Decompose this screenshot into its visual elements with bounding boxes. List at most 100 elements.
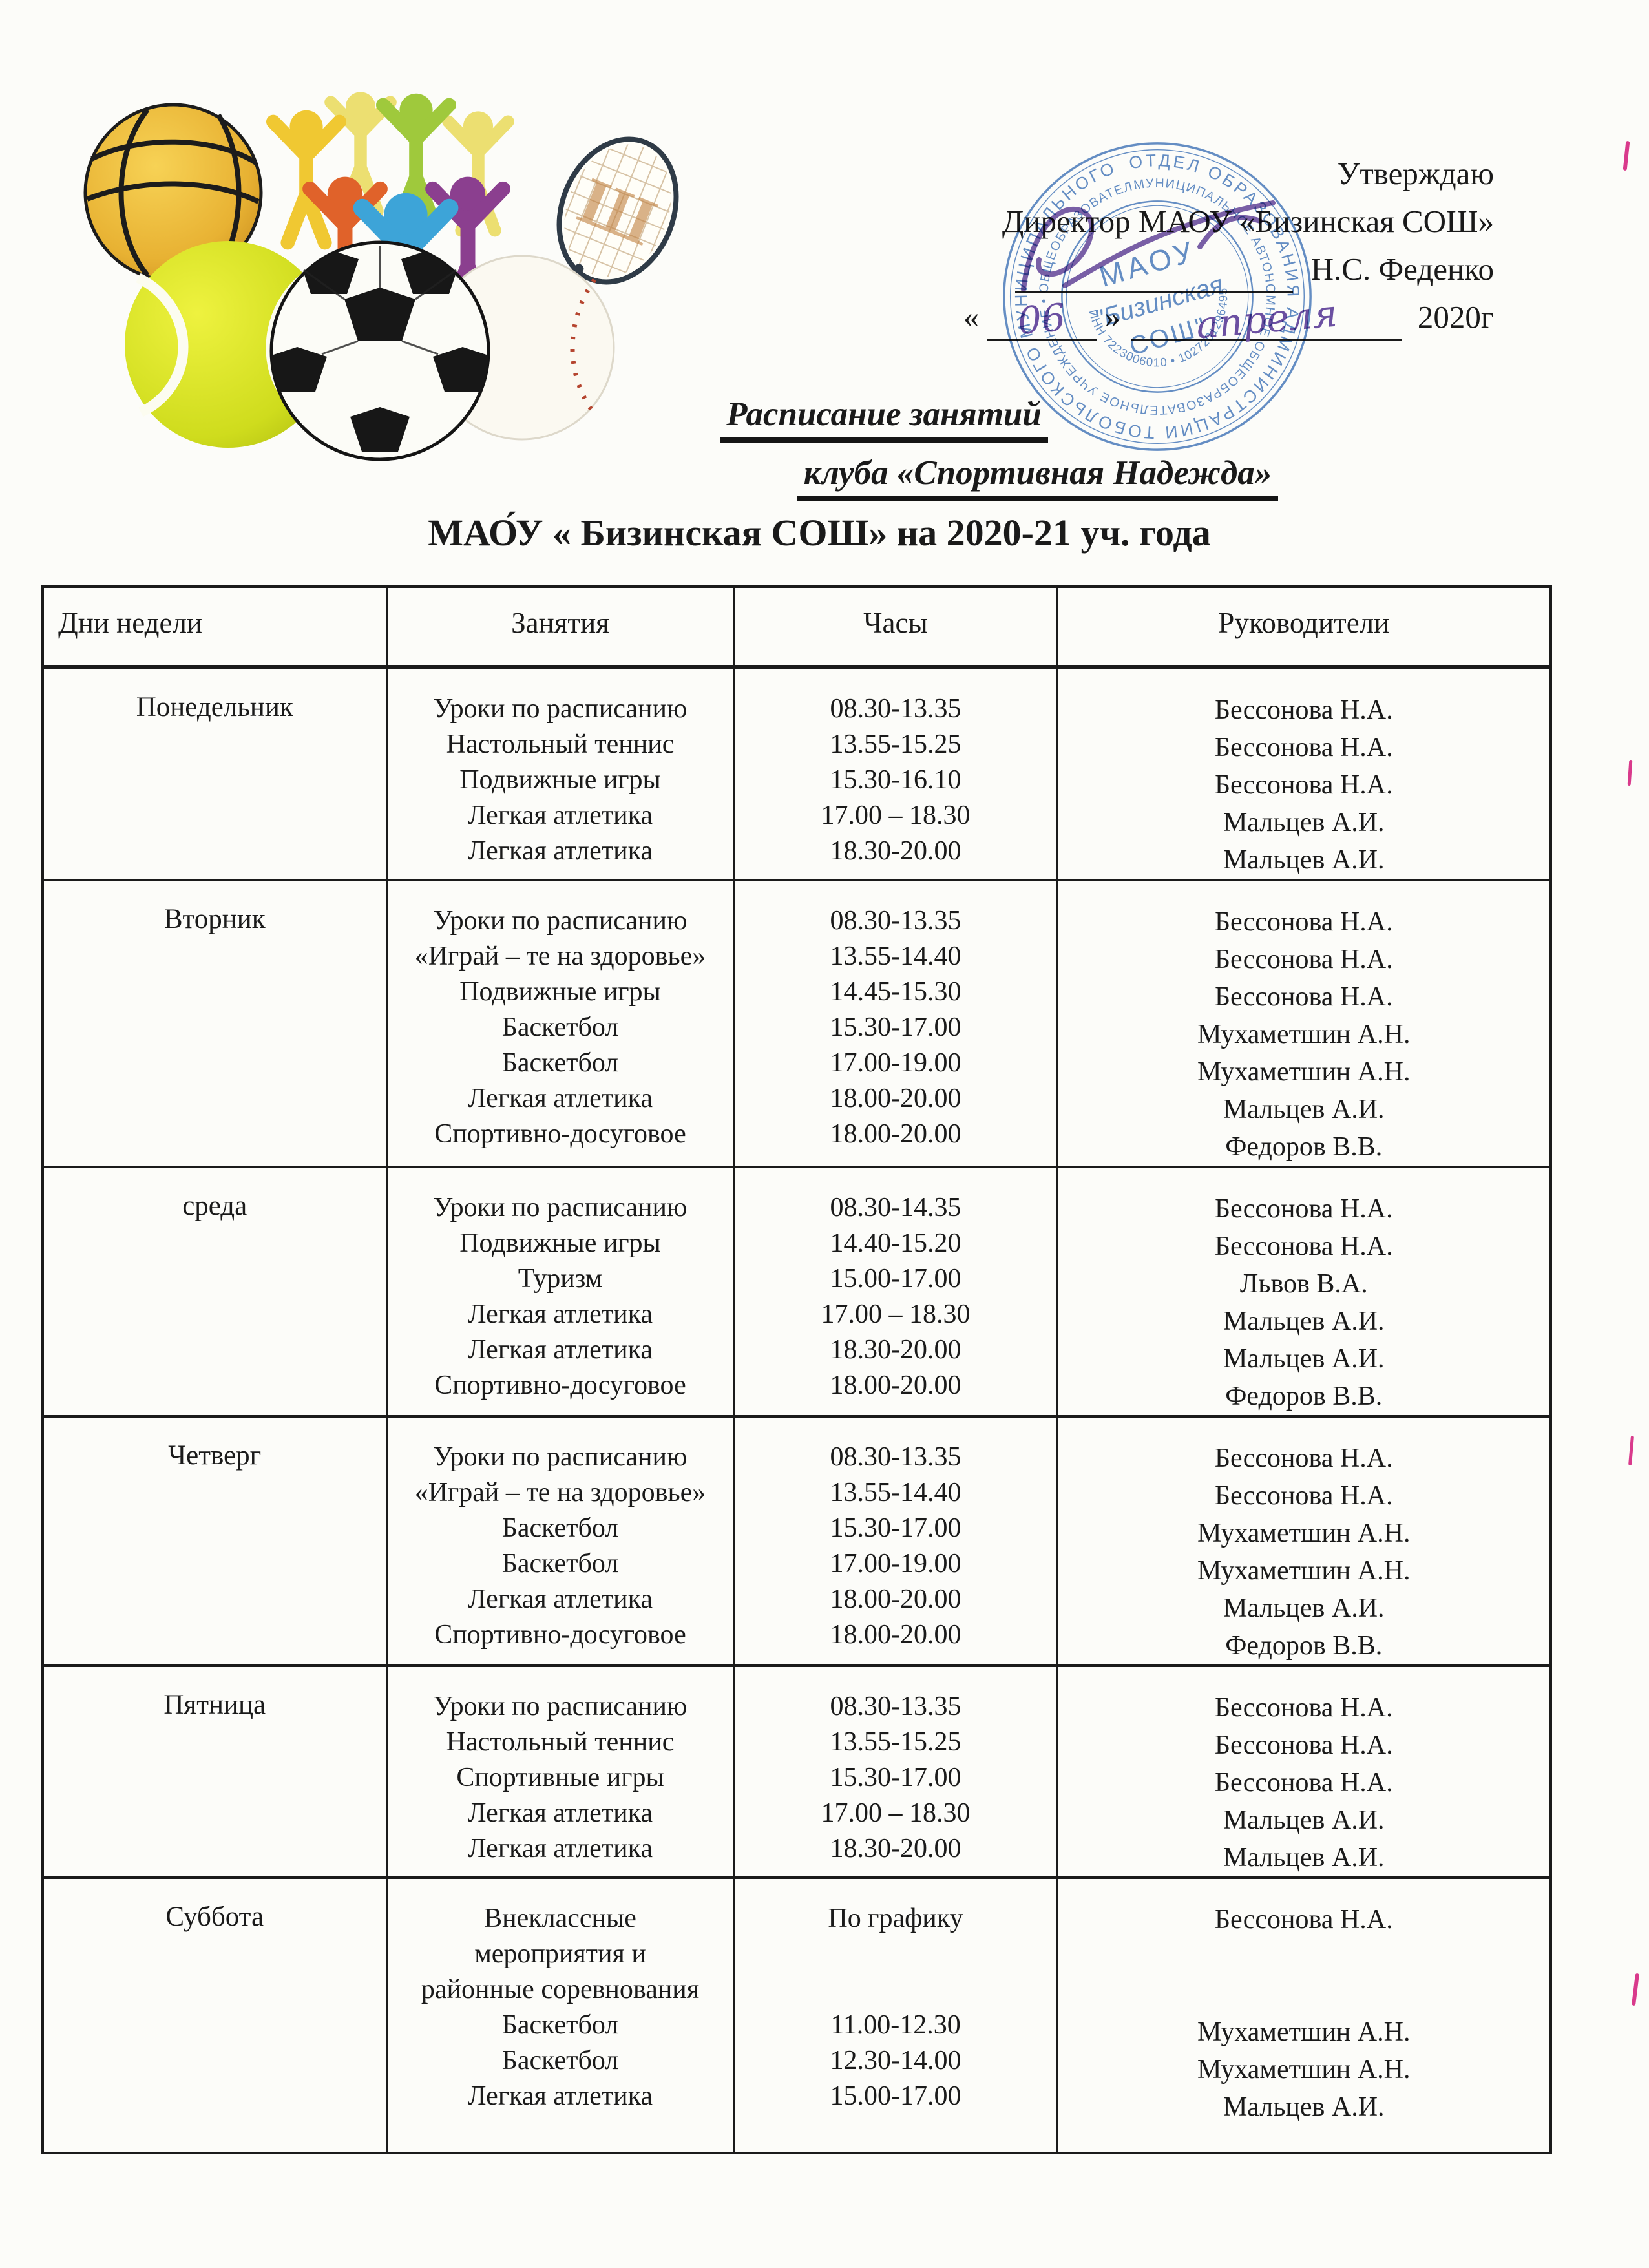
activity-line: Легкая атлетика [467,1083,653,1113]
schedule-table: Дни недели Занятия Часы Руководители Пон… [41,585,1552,2154]
table-row: Вторник Уроки по расписанию «Играй – те на… [41,879,1552,1167]
day-cell: Вторник [41,879,388,1167]
activity-line: Легкая атлетика [467,1299,653,1329]
hours-line: 18.00-20.00 [830,1118,961,1149]
hours-line: 15.00-17.00 [830,2081,961,2111]
leaders-cell: Бессонова Н.А. Бессонова Н.А. Мухаметшин А… [1056,1416,1552,1666]
day-cell: Суббота [41,1877,388,2153]
leader-line: Бессонова Н.А. [1214,1767,1393,1798]
leader-line: Бессонова Н.А. [1214,695,1393,725]
activities-cell: Уроки по расписанию Настольный теннис Подв… [385,667,735,880]
leader-line: Бессонова Н.А. [1214,1904,1393,1935]
page-title-line3: МАО́У « Бизинская СОШ» на 2020-21 уч. го… [428,512,1211,554]
activity-line: Спортивно-досуговое [434,1619,686,1650]
activity-line: Легкая атлетика [467,1833,653,1864]
leader-line: Львов В.А. [1239,1268,1368,1299]
activities-cell: Уроки по расписанию Подвижные игры Туризм Л… [385,1166,735,1416]
leader-line [1058,1976,1550,2013]
hours-line: 18.30-20.00 [830,835,961,866]
leader-line: Мухаметшин А.Н. [1197,2017,1411,2047]
date-month-blank: апреля [1130,291,1402,347]
hours-line: 15.30-17.00 [830,1513,961,1543]
column-header-days: Дни недели [41,587,388,667]
activity-line: Настольный теннис [446,1727,675,1757]
hours-line: 13.55-15.25 [830,729,961,759]
day-label: Вторник [163,903,266,934]
leader-line: Бессонова Н.А. [1214,770,1393,800]
leader-line: Мухаметшин А.Н. [1197,1555,1411,1586]
activity-line: Легкая атлетика [467,1584,653,1614]
hours-line: 13.55-15.25 [830,1727,961,1757]
signature-blank [1014,258,1293,293]
leader-line: Бессонова Н.А. [1214,907,1393,937]
activity-line: Подвижные игры [459,976,661,1007]
leader-line: Мухаметшин А.Н. [1197,1019,1411,1049]
hours-line: 08.30-13.35 [830,693,961,724]
activities-cell: Уроки по расписанию Настольный теннис Спор… [385,1665,735,1878]
activity-line: Настольный теннис [446,729,675,759]
hours-line: По графику [828,1903,963,1933]
hours-line: 14.45-15.30 [830,976,961,1007]
hours-line: 17.00-19.00 [830,1047,961,1078]
leader-line [1058,1938,1550,1976]
column-header-hours: Часы [733,587,1058,667]
leader-line: Бессонова Н.А. [1214,1443,1393,1473]
page-title-line1: Расписание занятий [59,394,1649,443]
activity-line: Уроки по расписанию [433,1442,688,1472]
hours-line: 18.00-20.00 [830,1584,961,1614]
leaders-cell: Бессонова Н.А. Бессонова Н.А. Бессонова Н.… [1056,879,1552,1167]
leader-line: Мальцев А.И. [1223,807,1385,837]
day-cell: Пятница [41,1665,388,1878]
leader-line: Мальцев А.И. [1223,1094,1385,1124]
signature-scribble [1021,200,1276,292]
approval-approve-line: Утверждаю [1337,156,1494,191]
school-stamp: ОТДЕЛ ОБРАЗОВАНИЯ АДМИНИСТРАЦИИ ТОБОЛЬСК… [998,138,1316,456]
hours-line: 18.30-20.00 [830,1334,961,1365]
leader-line: Мухаметшин А.Н. [1197,1518,1411,1548]
hours-line: 15.30-17.00 [830,1012,961,1042]
title-block: Расписание занятий клуба «Спортивная Над… [0,394,1649,565]
activity-line: Уроки по расписанию [433,1691,688,1721]
leader-line: Бессонова Н.А. [1214,1730,1393,1760]
hours-cell: 08.30-13.35 13.55-14.40 15.30-17.00 17.00-1… [733,1416,1058,1666]
day-label: Пятница [163,1689,266,1720]
hours-line: 08.30-13.35 [830,1442,961,1472]
hours-line: 15.00-17.00 [830,1263,961,1294]
leader-line: Федоров В.В. [1225,1381,1383,1411]
activity-line: Баскетбол [501,2045,619,2075]
hours-cell: 08.30-13.35 13.55-15.25 15.30-17.00 17.00 –… [733,1665,1058,1878]
activity-line: мероприятия и [474,1938,646,1969]
leader-line: Бессонова Н.А. [1214,982,1393,1012]
activity-line: Легкая атлетика [467,1334,653,1365]
scan-artifact [1623,140,1630,171]
approval-signature-line: Н.С. Феденко [680,246,1494,293]
table-row: Суббота Внеклассные мероприятия и районные … [41,1877,1552,2153]
activity-line: Подвижные игры [459,764,661,795]
leader-line: Федоров В.В. [1225,1630,1383,1661]
hours-line: 17.00 – 18.30 [821,800,971,830]
activity-line: Баскетбол [501,1513,619,1543]
table-row: Четверг Уроки по расписанию «Играй – те на… [41,1416,1552,1666]
leader-line: Федоров В.В. [1225,1131,1383,1162]
activity-line: Уроки по расписанию [433,693,688,724]
director-name: Н.С. Феденко [1310,251,1494,287]
page-title-line2: клуба «Спортивная Надежда» [213,453,1649,501]
activity-line: Легкая атлетика [467,800,653,830]
day-cell: Понедельник [41,667,388,880]
leader-line: Бессонова Н.А. [1214,944,1393,974]
activity-line: Уроки по расписанию [433,905,688,936]
activity-line: Легкая атлетика [467,835,653,866]
leader-line: Бессонова Н.А. [1214,1193,1393,1224]
hours-line [735,1937,1056,1972]
activity-line: «Играй – те на здоровье» [414,1477,706,1507]
activity-line: Внеклассные [484,1903,636,1933]
hours-line: 18.00-20.00 [830,1619,961,1650]
day-label: среда [182,1190,247,1221]
hours-cell: 08.30-14.35 14.40-15.20 15.00-17.00 17.00 –… [733,1166,1058,1416]
sports-clipart: Ш [83,76,688,461]
column-header-activities: Занятия [385,587,735,667]
hours-line: 08.30-14.35 [830,1192,961,1223]
activity-line: Баскетбол [501,1548,619,1579]
hours-line: 14.40-15.20 [830,1228,961,1258]
date-day-blank: 06 [987,295,1097,343]
